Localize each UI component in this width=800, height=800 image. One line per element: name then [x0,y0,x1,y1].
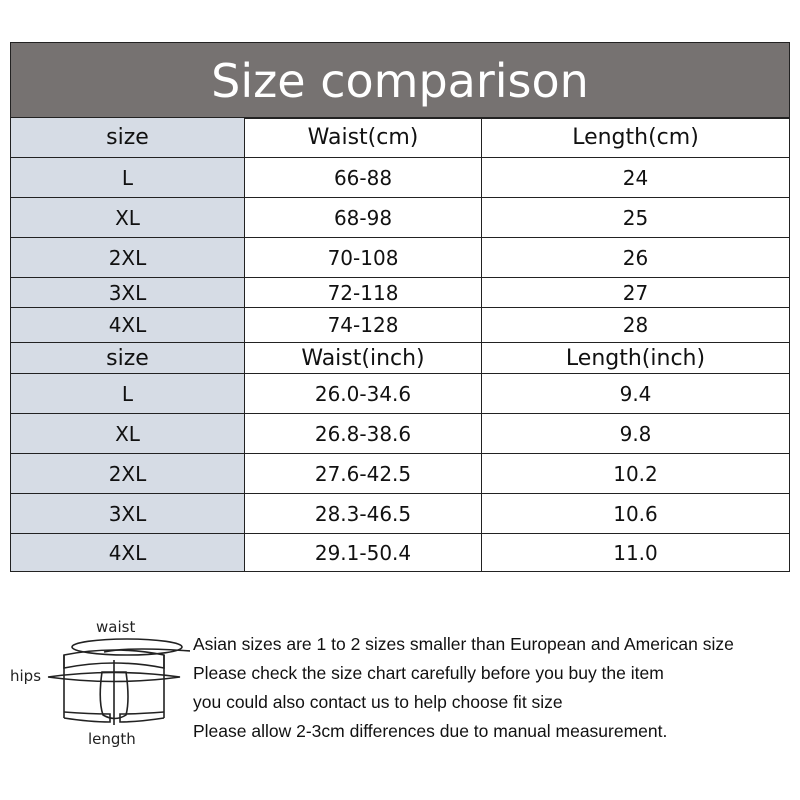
note: Please allow 2-3cm differences due to ma… [193,721,668,741]
table-cell: 28 [481,307,790,343]
column-header: size [10,342,245,374]
hips-label: hips [10,667,42,685]
table-cell: 26.8-38.6 [244,413,482,454]
table-cell: 29.1-50.4 [244,533,482,572]
table-cell: 9.8 [481,413,790,454]
notes: Asian sizes are 1 to 2 sizes smaller tha… [193,630,734,746]
table-cell: 4XL [10,533,245,572]
column-header: Length(inch) [481,342,790,374]
table-cell: 10.6 [481,493,790,534]
table-cell: 2XL [10,453,245,494]
table-header-row: size Waist(cm) Length(cm) [10,117,790,158]
table-cell: 72-118 [244,277,482,308]
table-row: 2XL 27.6-42.5 10.2 [10,453,790,494]
column-header: Length(cm) [481,117,790,158]
table-header-row: size Waist(inch) Length(inch) [10,342,790,374]
table-cell: XL [10,413,245,454]
table-cell: 74-128 [244,307,482,343]
table-cell: 26 [481,237,790,278]
table-cell: 27.6-42.5 [244,453,482,494]
table-row: L 26.0-34.6 9.4 [10,373,790,414]
column-header: size [10,117,245,158]
table-row: XL 26.8-38.6 9.8 [10,413,790,454]
table-cell: 11.0 [481,533,790,572]
column-header: Waist(cm) [244,117,482,158]
table-cell: 25 [481,197,790,238]
table-row: 3XL 28.3-46.5 10.6 [10,493,790,534]
note: Please check the size chart carefully be… [193,663,664,683]
table-row: 3XL 72-118 27 [10,277,790,308]
table-cell: L [10,157,245,198]
table-cell: L [10,373,245,414]
table-row: L 66-88 24 [10,157,790,198]
table-cell: 70-108 [244,237,482,278]
table-cell: 66-88 [244,157,482,198]
table-cell: 2XL [10,237,245,278]
column-header: Waist(inch) [244,342,482,374]
waist-label: waist [96,618,136,636]
table-cell: 24 [481,157,790,198]
page-title: Size comparison [10,42,790,119]
table-cell: XL [10,197,245,238]
table-row: XL 68-98 25 [10,197,790,238]
table-row: 4XL 29.1-50.4 11.0 [10,533,790,572]
table-cell: 9.4 [481,373,790,414]
table-cell: 3XL [10,277,245,308]
table-row: 2XL 70-108 26 [10,237,790,278]
table-cell: 4XL [10,307,245,343]
table-cell: 10.2 [481,453,790,494]
table-cell: 68-98 [244,197,482,238]
table-cell: 27 [481,277,790,308]
note: you could also contact us to help choose… [193,692,563,712]
note: Asian sizes are 1 to 2 sizes smaller tha… [193,634,734,654]
table-row: 4XL 74-128 28 [10,307,790,343]
length-label: length [88,730,136,748]
table-cell: 26.0-34.6 [244,373,482,414]
table-cell: 28.3-46.5 [244,493,482,534]
size-table: size Waist(cm) Length(cm) L 66-88 24 XL 68-98 25… [10,117,790,572]
boxer-briefs-icon [47,638,190,725]
table-cell: 3XL [10,493,245,534]
